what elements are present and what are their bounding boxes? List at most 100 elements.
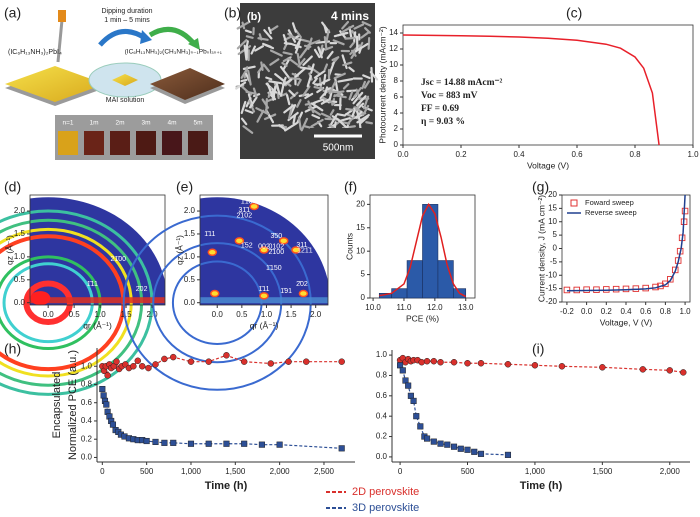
x-axis-label: Time (h): [520, 480, 563, 492]
marker: [450, 358, 458, 366]
sample-label: n=1: [62, 120, 73, 127]
series-line: [566, 194, 686, 292]
annotation: 1̄21̄1: [297, 247, 313, 254]
x-tick-label: 0.5: [236, 310, 248, 319]
annotation: 3̄50: [270, 233, 282, 240]
marker: [418, 358, 425, 366]
x-tick-label: 0.0: [43, 310, 55, 319]
x-tick-label: 12.0: [427, 303, 443, 312]
marker: [583, 286, 590, 293]
sem-rod: [312, 77, 318, 85]
sem-rod: [288, 89, 296, 97]
annotation: 311: [296, 242, 307, 249]
y-tick-label: 1.0: [376, 350, 388, 359]
sem-rod: [310, 118, 324, 128]
sem-rod: [353, 31, 357, 43]
x-tick-label: 0.8: [660, 307, 672, 316]
plot-frame: [199, 194, 329, 306]
marker: [464, 359, 471, 367]
sem-rod: [266, 82, 274, 97]
diffraction-spot: [234, 237, 245, 245]
plot-frame: [29, 194, 166, 306]
marker: [338, 358, 345, 365]
sem-rod: [276, 91, 280, 100]
y-tick-label: -5: [550, 257, 558, 266]
y-tick-label: 6: [394, 92, 399, 101]
sem-rod: [244, 66, 249, 74]
sem-texture: [235, 20, 379, 137]
x-tick-label: 0.6: [640, 307, 652, 316]
diffraction-spot: [298, 289, 309, 298]
y-axis-label: Normalized PCE (a.u.): [67, 350, 79, 460]
sem-rod: [258, 33, 263, 41]
sem-rod: [296, 52, 301, 67]
marker: [407, 392, 414, 399]
y-tick-label: 2: [394, 124, 399, 133]
x-tick-label: 0.0: [212, 310, 224, 319]
sem-rod: [268, 25, 279, 33]
marker: [402, 377, 409, 384]
detector-image: [122, 197, 328, 391]
marker: [423, 357, 431, 365]
marker: [143, 437, 150, 445]
side-label: Encapsulated: [51, 372, 63, 439]
arrow: [148, 26, 197, 47]
sem-rod: [337, 78, 354, 83]
x-tick-label: 0.2: [455, 150, 467, 159]
marker: [152, 361, 159, 368]
arrow-head: [188, 38, 200, 50]
x-tick-label: 1.5: [120, 310, 132, 319]
sem-rod: [310, 102, 324, 112]
sem-rod: [274, 73, 286, 83]
y-tick-label: 10: [389, 60, 398, 69]
y-tick-label: 0.5: [14, 275, 26, 284]
marker: [424, 435, 431, 442]
sem-rod: [256, 109, 265, 123]
sem-rod: [235, 81, 247, 90]
sample-label: 1m: [89, 120, 98, 127]
y-tick-label: 14: [389, 28, 398, 37]
chart: -0.2 0.0 0.2 0.4 0.6 0.8 1.0 -20 -15 -10 -5 0 5 10 15 2…: [536, 190, 691, 327]
sem-rod: [265, 76, 273, 81]
marker: [397, 362, 404, 369]
sem-rod: [248, 96, 258, 109]
sample-label: 4m: [167, 120, 176, 127]
marker: [430, 357, 438, 365]
annotation: 2̄102: [237, 212, 253, 219]
marker: [138, 362, 146, 370]
annotation: 2̄202: [296, 212, 312, 219]
sem-rod: [341, 20, 350, 30]
marker: [145, 364, 152, 372]
sem-rod: [317, 46, 323, 59]
y-tick-label: 1.0: [184, 252, 196, 261]
sem-rod: [332, 39, 345, 46]
legend-label: 2D perovskite: [352, 486, 419, 498]
marker: [531, 362, 539, 369]
sem-rod: [268, 80, 283, 85]
sem-rod: [282, 33, 288, 46]
sem-rod: [302, 85, 311, 97]
x-tick-label: 2,500: [314, 467, 335, 476]
marker: [662, 280, 669, 288]
marker: [100, 392, 107, 399]
legend-marker: [570, 199, 578, 207]
sem-rod: [278, 124, 287, 131]
sem-rod: [267, 26, 272, 35]
marker: [104, 372, 111, 379]
y-tick-label: 1.0: [81, 361, 93, 370]
marker: [680, 369, 687, 376]
diffraction-spot: [210, 289, 220, 298]
arrow-head: [140, 30, 152, 44]
arrow: [98, 28, 147, 47]
marker: [338, 445, 345, 452]
panel-label: (f): [344, 179, 357, 195]
sem-rod: [240, 78, 248, 83]
sem-rod: [242, 125, 254, 134]
sem-rod: [282, 57, 291, 71]
y-tick-label: 0: [553, 244, 558, 253]
sem-rod: [297, 116, 302, 130]
marker: [444, 441, 451, 448]
bar: [422, 204, 439, 299]
sem-rod: [313, 98, 325, 104]
